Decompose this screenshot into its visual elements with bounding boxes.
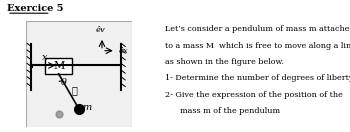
- Text: ℓ: ℓ: [72, 86, 78, 95]
- Text: M: M: [53, 61, 64, 71]
- Text: m: m: [83, 103, 92, 112]
- Text: Exercice 5: Exercice 5: [7, 4, 63, 13]
- Text: Let’s consider a pendulum of mass m attached: Let’s consider a pendulum of mass m atta…: [165, 25, 350, 33]
- Text: x: x: [42, 53, 47, 62]
- Text: êx: êx: [119, 47, 129, 55]
- Text: θ: θ: [61, 78, 67, 87]
- Bar: [45, 58, 72, 74]
- Text: êv: êv: [96, 26, 106, 34]
- Text: mass m of the pendulum: mass m of the pendulum: [165, 107, 280, 115]
- Text: as shown in the figure below.: as shown in the figure below.: [165, 58, 284, 66]
- Text: 2- Give the expression of the position of the: 2- Give the expression of the position o…: [165, 91, 343, 99]
- Text: to a mass M  which is free to move along a line: to a mass M which is free to move along …: [165, 42, 350, 50]
- Text: 1- Determine the number of degrees of liberty: 1- Determine the number of degrees of li…: [165, 74, 350, 82]
